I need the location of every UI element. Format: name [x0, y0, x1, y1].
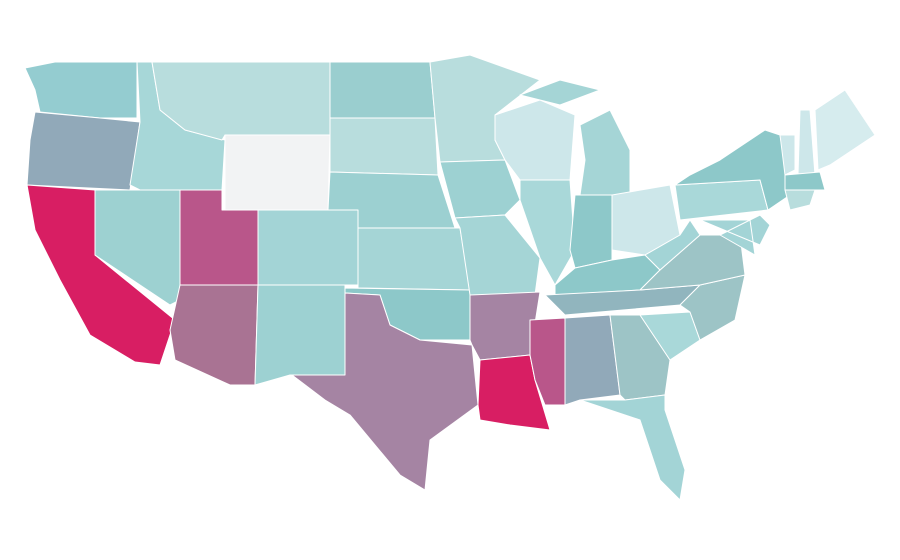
state-region	[329, 61, 436, 119]
state-region	[357, 227, 471, 291]
state-region	[784, 189, 816, 211]
state-region	[564, 314, 621, 406]
state-region	[24, 61, 138, 119]
state-region	[519, 79, 601, 106]
state-region	[579, 394, 686, 501]
state-region	[329, 117, 439, 176]
state-region	[674, 179, 769, 221]
state-region	[454, 214, 541, 296]
state-region	[644, 219, 701, 271]
state-region	[579, 109, 631, 196]
state-region	[699, 214, 771, 256]
state-region	[569, 194, 613, 269]
state-region	[779, 134, 796, 176]
state-region	[169, 284, 259, 386]
state-region	[26, 111, 141, 191]
state-region	[439, 159, 521, 219]
state-region	[291, 292, 479, 491]
state-region	[257, 209, 359, 286]
state-region	[797, 109, 816, 176]
state-region	[254, 284, 346, 386]
state-region	[814, 89, 876, 171]
state-region	[224, 134, 331, 211]
state-region	[784, 171, 826, 191]
